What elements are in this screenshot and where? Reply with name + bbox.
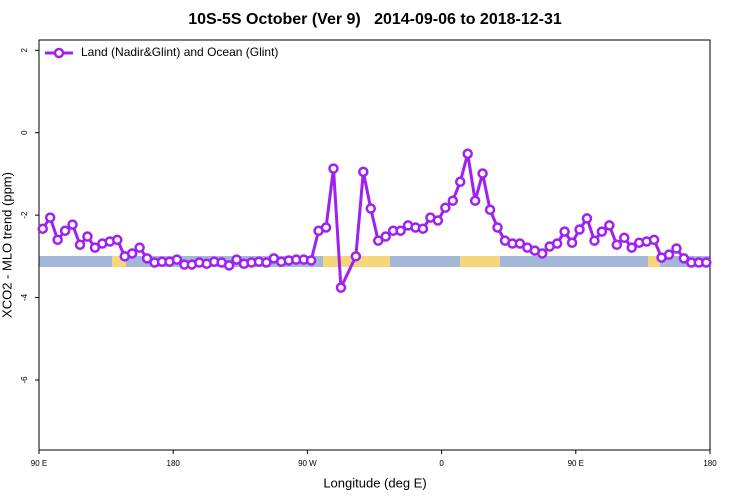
land-strip [112,256,126,267]
x-tick-label: 180 [167,459,181,468]
data-point [335,282,347,293]
data-point [231,254,242,265]
data-point [320,222,332,233]
data-point [417,223,429,234]
data-point [141,253,153,264]
data-point [566,237,578,248]
data-point [619,232,630,244]
data-point [37,223,48,234]
x-axis-label: Longitude (deg E) [323,475,426,490]
legend-label: Land (Nadir&Glint) and Ocean (Glint) [81,45,278,59]
x-tick-label: 90 E [31,459,47,468]
data-point [469,195,481,206]
legend-marker [53,47,65,59]
data-point [514,238,526,249]
y-tick-label: 0 [20,130,29,135]
data-point [551,238,563,249]
data-point [462,148,473,159]
data-point [365,203,377,214]
data-point [59,225,71,237]
data-point [89,242,101,253]
plot-frame [38,39,711,451]
data-point [596,226,608,237]
data-point [701,257,712,268]
y-tick-label: -2 [20,211,29,219]
data-point [604,220,615,231]
series-line [41,153,707,294]
x-tick-label: 180 [703,459,717,468]
data-point [305,255,317,266]
data-point [395,225,406,237]
land-strip [460,256,500,267]
data-point [671,243,682,254]
data-point [223,260,235,271]
data-point [350,251,362,262]
y-tick-label: -6 [20,376,29,384]
data-point [611,239,623,251]
data-point [372,235,384,246]
data-point [440,202,451,213]
data-point [559,226,570,237]
data-point [678,253,690,264]
data-point [477,168,488,179]
y-tick-label: -4 [20,293,29,301]
data-point [447,195,459,206]
data-point [648,234,660,246]
data-point [134,242,145,253]
land-strip [648,256,660,267]
y-tick-label: 2 [20,48,29,53]
x-tick-label: 0 [439,459,444,468]
data-point [537,248,548,259]
chart-title: 10S-5S October (Ver 9) 2014-09-06 to 201… [188,11,562,28]
data-point [328,163,339,174]
data-point [126,248,138,259]
data-point [581,213,593,224]
data-point [112,234,123,246]
data-point [626,242,637,253]
data-point [52,234,63,246]
data-point [82,231,93,242]
data-point [492,222,503,233]
data-point [261,257,272,268]
legend: Land (Nadir&Glint) and Ocean (Glint) [45,45,278,59]
data-point [358,166,369,178]
land-ocean-strip [39,256,710,267]
data-point [67,219,78,230]
data-point [380,231,391,242]
data-point [44,212,56,223]
data-point [171,254,183,265]
data-point [484,204,496,216]
data-point [589,235,600,246]
data-point [74,239,86,251]
data-point [432,215,444,226]
x-tick-label: 90 E [568,459,584,468]
x-tick-label: 90 W [298,459,317,468]
data-point [663,249,675,260]
data-point [574,224,585,235]
y-axis-label: XCO2 - MLO trend (ppm) [0,172,14,318]
data-point [454,176,466,187]
